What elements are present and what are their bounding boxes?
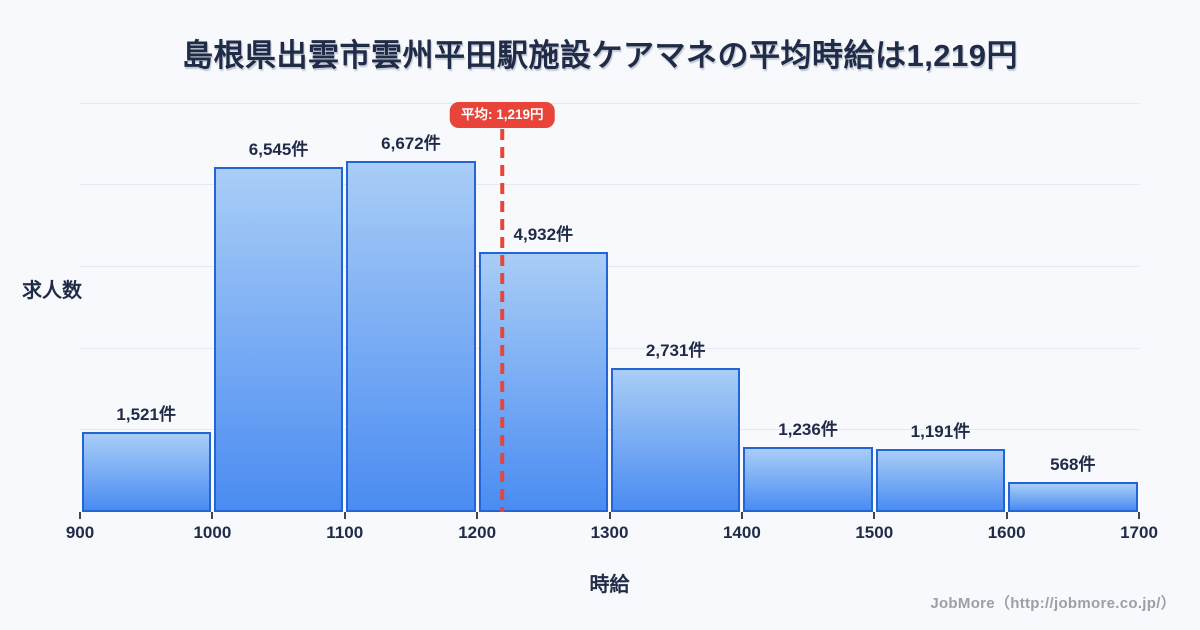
x-tick-label-1400: 1400 [722,523,761,542]
x-axis-tick [608,512,611,519]
x-axis-tick [211,512,214,519]
histogram-bar-1400-1500 [743,446,873,512]
gridline [80,347,1139,349]
gridline [80,102,1139,104]
histogram-bar-1600-1700 [1008,482,1138,512]
average-badge: 平均: 1,219円 [450,102,555,128]
x-axis-tick [873,512,876,519]
bar-value-label: 6,672件 [381,133,441,153]
bar-value-label: 2,731件 [645,341,706,361]
x-tick-label-1100: 1100 [326,523,364,542]
x-axis-tick [343,512,346,519]
x-tick-label-1300: 1300 [590,523,629,542]
gridline [80,184,1139,186]
x-tick-label-1600: 1600 [987,523,1026,542]
y-axis-label: 求人数 [22,280,82,302]
x-tick-label-1700: 1700 [1120,523,1158,542]
histogram-bar-1500-1600 [875,449,1006,512]
x-tick-label-1000: 1000 [193,523,232,542]
bar-value-label: 6,545件 [248,140,309,160]
bar-value-label: 4,932件 [513,225,574,245]
plot-area: 平均: 1,219円 1,521件 6,545件 6,672件 4,932件 2,731… [66,100,1158,542]
bar-value-label: 568件 [1050,455,1096,475]
source-credit: JobMore（http://jobmore.co.jp/） [930,595,1176,612]
histogram-bar-1300-1400 [611,368,741,512]
x-tick-label-1200: 1200 [458,523,497,542]
x-axis-tick [476,512,479,519]
x-tick-label-1500: 1500 [855,523,894,542]
bar-value-label: 1,191件 [910,422,971,442]
x-tick-label-900: 900 [65,523,95,542]
histogram-bar-1200-1300 [478,252,608,512]
x-axis-tick [740,512,743,519]
x-axis-label: 時給 [589,574,630,596]
x-axis-tick [1138,512,1140,519]
average-dashed-line [500,129,505,512]
histogram-bar-1000-1100 [213,167,344,512]
x-axis-tick [1005,512,1008,519]
gridline [80,265,1139,267]
bar-value-label: 1,521件 [116,404,176,424]
gridline [80,429,1139,431]
chart-title: 島根県出雲市雲州平田駅施設ケアマネの平均時給は1,219円 [181,38,1019,73]
x-axis-tick [79,512,81,519]
bar-value-label: 1,236件 [778,419,838,439]
histogram-bar-1100-1200 [346,160,476,512]
histogram-bar-900-1000 [81,431,211,512]
